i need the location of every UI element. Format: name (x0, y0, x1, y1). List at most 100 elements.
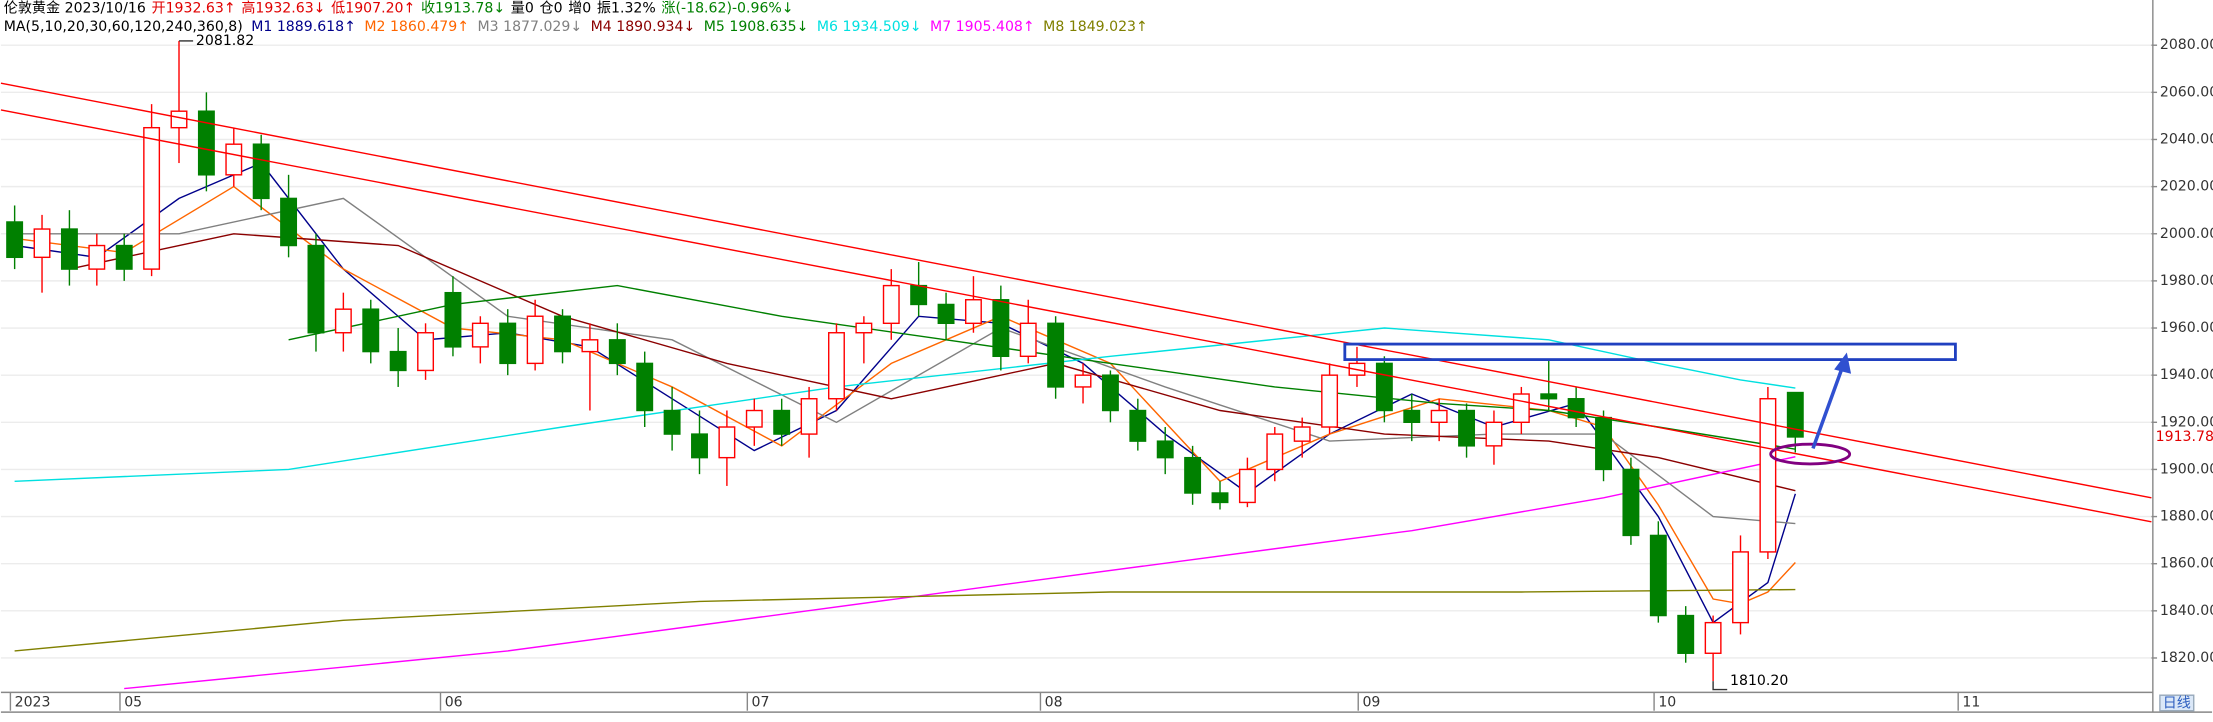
x-tick-label: 08 (1045, 694, 1063, 710)
candle-body (1485, 421, 1503, 447)
candle-body (1019, 322, 1037, 358)
y-tick-label: 1920.00 (2160, 414, 2213, 430)
candle-body (1047, 322, 1065, 388)
candle-body (1266, 433, 1284, 471)
candle-body (88, 244, 106, 270)
y-tick-label: 2080.00 (2160, 37, 2213, 53)
trend-line (0, 109, 2152, 523)
legend-entry: M2 1860.479↑ (364, 19, 469, 35)
period-label: 日线 (2163, 696, 2191, 712)
candle-body (910, 284, 928, 306)
ma-title: MA(5,10,20,30,60,120,240,360,8) (4, 19, 243, 35)
header-item: 增0 (568, 0, 591, 16)
legend-entry: M3 1877.029↓ (478, 19, 583, 35)
candle-body (1595, 416, 1612, 471)
header-item: 仓0 (540, 0, 563, 16)
low-label: 1810.20 (1730, 673, 1788, 689)
candle-body (143, 126, 161, 270)
ma-line (288, 284, 1796, 450)
legend-entry: M5 1908.635↓ (704, 19, 809, 35)
candle-body (1540, 393, 1558, 400)
candle-body (307, 244, 325, 334)
candle-body (6, 221, 24, 259)
y-tick-label: 2020.00 (2160, 179, 2213, 195)
candle-body (1622, 468, 1640, 537)
candle-body (526, 315, 544, 365)
candle-body (800, 398, 818, 435)
legend-entry: M4 1890.934↓ (591, 19, 696, 35)
candle-body (444, 291, 462, 348)
candle-body (663, 409, 681, 435)
candle-body (1156, 440, 1174, 459)
candle-body (389, 350, 407, 372)
candle-body (937, 303, 955, 325)
candle-body (608, 339, 626, 365)
candle-body (554, 315, 571, 353)
candle-body (636, 362, 654, 412)
header-item: 涨(-18.62)-0.96%↓ (661, 0, 793, 16)
x-tick-label: 11 (1962, 694, 1980, 710)
y-tick-label: 2060.00 (2160, 84, 2213, 100)
y-tick-label: 1980.00 (2160, 273, 2213, 289)
y-tick-label: 1960.00 (2160, 320, 2213, 336)
header: 伦敦黄金 2023/10/16 开1932.63↑ 高1932.63↓ 低1907.2… (4, 0, 794, 16)
y-tick-label: 1840.00 (2160, 603, 2213, 619)
candle-body (964, 299, 982, 325)
candle-body (1759, 398, 1777, 553)
x-tick-label: 07 (752, 694, 770, 710)
candle-body (471, 322, 489, 348)
header-item: 伦敦黄金 2023/10/16 (4, 0, 146, 16)
ma-line (69, 233, 1796, 492)
legend-entry: M6 1934.509↓ (817, 19, 922, 35)
header-item: 振1.32% (597, 0, 656, 16)
candle-body (882, 284, 900, 325)
x-tick-label: 2023 (15, 694, 51, 710)
candle-body (1704, 621, 1722, 654)
candle-body (1211, 492, 1229, 504)
candle-body (1293, 426, 1311, 442)
candle-body (718, 426, 736, 459)
candle-body (1321, 374, 1339, 428)
candle-body (828, 332, 845, 400)
trend-line (0, 82, 2152, 499)
candle-body (417, 332, 435, 372)
low-leader (1712, 681, 1728, 691)
high-label: 2081.82 (196, 33, 254, 49)
header-item: 低1907.20↑ (331, 0, 415, 16)
arrow-head (1834, 352, 1852, 374)
ma-line (14, 588, 1796, 652)
candle-body (691, 433, 708, 459)
candle-body (773, 409, 791, 435)
candle-body (1732, 551, 1749, 624)
candle-body (1430, 409, 1448, 424)
y-tick-label: 1860.00 (2160, 556, 2213, 572)
candle-body (1677, 614, 1695, 654)
candle-body (334, 308, 352, 334)
candle-body (252, 143, 270, 200)
header-item: 高1932.63↓ (241, 0, 325, 16)
candle-body (1184, 456, 1202, 494)
candle-body (1567, 398, 1585, 419)
y-tick-label: 2040.00 (2160, 131, 2213, 147)
candle-body (362, 308, 380, 353)
candle-body (581, 339, 599, 353)
y-tick-label: 1900.00 (2160, 461, 2213, 477)
candle-body (33, 228, 51, 259)
legend-entry: M1 1889.618↑ (251, 19, 356, 35)
candle-body (60, 228, 78, 270)
candle-body (1101, 374, 1119, 412)
candle-body (745, 409, 763, 428)
y-tick-label: 1820.00 (2160, 650, 2213, 666)
legend-entry: M8 1849.023↑ (1043, 19, 1148, 35)
last-price-label: 1913.78 (2156, 429, 2213, 445)
highlight-ellipse (1769, 442, 1852, 466)
y-tick-label: 1940.00 (2160, 367, 2213, 383)
candle-body (499, 322, 517, 365)
x-tick-label: 06 (445, 694, 463, 710)
ma-header: MA(5,10,20,30,60,120,240,360,8) M1 1889.6… (4, 19, 1148, 35)
candle-body (280, 197, 298, 247)
header-item: 收1913.78↓ (421, 0, 505, 16)
header-item: 开1932.63↑ (151, 0, 235, 16)
candle-body (1129, 409, 1147, 442)
